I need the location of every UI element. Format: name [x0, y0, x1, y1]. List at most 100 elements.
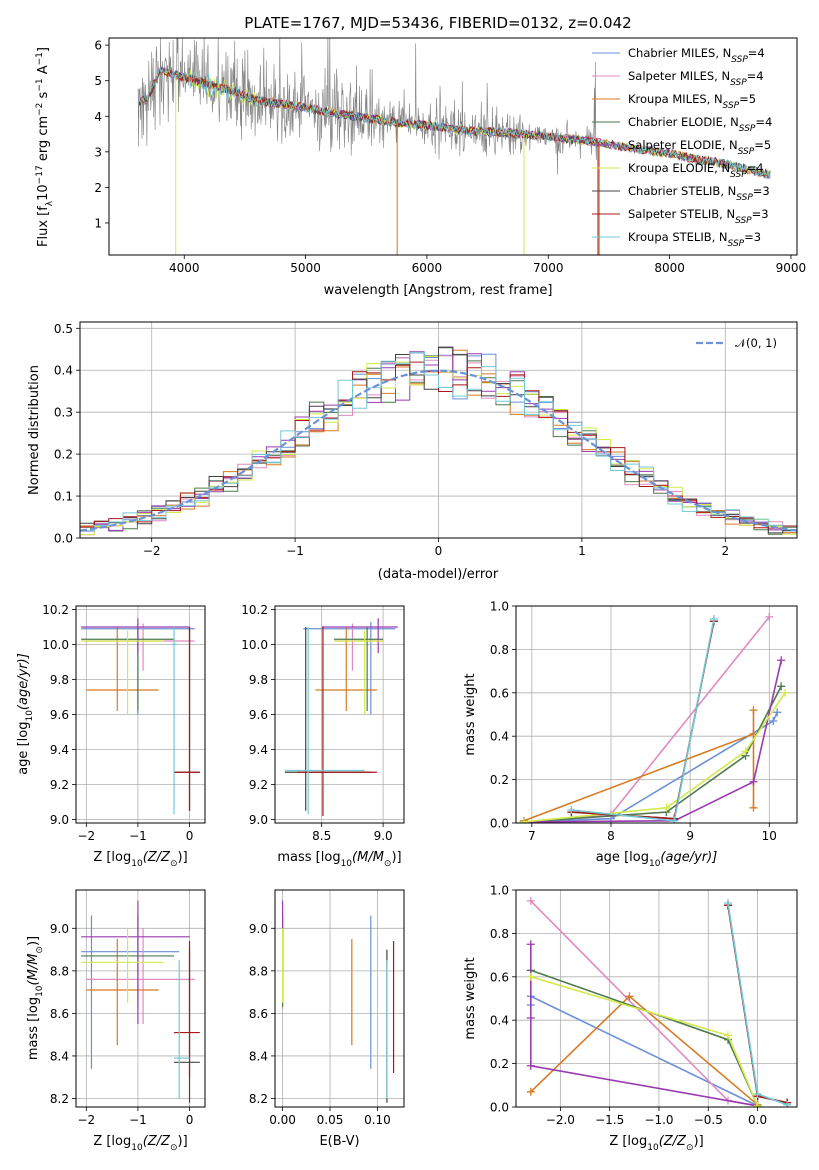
errorbar-kroupa-miles: [86, 938, 159, 1046]
subscript: SSP: [730, 170, 747, 180]
observed-spectrum-line: [137, 38, 598, 175]
massweight_vs_Z-axes: −2.0 −1.5 −1.0 −0.5 0.0 0.0 0.2 0.4 0.6 0.8 1.0 Z […: [463, 884, 798, 1153]
y-tick-label: 0.8: [490, 927, 509, 941]
errorbar-chabrier-stelib: [174, 949, 200, 1103]
y-tick-label: 9.4: [249, 743, 268, 757]
label-part: Z [log: [609, 1134, 647, 1149]
y-tick-label: 0.3: [54, 406, 73, 420]
series-marker: [741, 747, 750, 756]
y-tick-label: 9.2: [249, 778, 268, 792]
age_vs_Z-plot: [76, 606, 205, 823]
subscript: SSP: [723, 101, 740, 111]
massweight_vs_age-plot: [516, 606, 797, 823]
legend-entry-salpeter-elodie: Salpeter ELODIE, NSSP=5: [628, 138, 771, 157]
spectrum-frame: [108, 37, 798, 256]
y-tick-label: 0.6: [490, 686, 509, 700]
x-tick-label: −2: [77, 1113, 95, 1127]
y-tick-label: 9.8: [50, 673, 69, 687]
y-tick-label: 9.0: [249, 922, 268, 936]
series-marker: [777, 682, 786, 691]
superscript: −17: [35, 165, 45, 184]
series-marker: [709, 615, 718, 624]
series-marker: [749, 777, 758, 786]
y-tick-label: 3: [94, 145, 102, 159]
age_vs_Z-x-axis-label: Z [log10(Z/Z⊙)]: [93, 850, 187, 869]
y-tick-label: 0.4: [490, 1014, 509, 1028]
errorbar-salpeter-stelib: [174, 941, 200, 1078]
series-marker: [765, 612, 774, 621]
label-part: Salpeter STELIB, N: [628, 207, 735, 221]
model-spectrum-kroupa-stelib: [138, 66, 771, 179]
label-part: )]: [178, 1134, 188, 1149]
x-tick-label: 7: [528, 829, 536, 843]
y-tick-label: 8.4: [249, 1049, 268, 1063]
x-tick-label: 0.05: [317, 1113, 344, 1127]
age_vs_mass-axes: 8.5 9.0 9.0 9.2 9.4 9.6 9.8 10.0 10.2 mass [log10…: [241, 603, 405, 869]
y-tick-label: 8.6: [249, 1007, 268, 1021]
label-part: =4: [755, 115, 772, 129]
series-marker: [567, 805, 576, 814]
series-salpeter-elodie: [526, 940, 762, 1107]
y-tick-label: 4: [94, 110, 102, 124]
label-part: )]: [391, 850, 401, 865]
x-tick-label: 0: [186, 1113, 194, 1127]
label-part: Kroupa ELODIE, N: [628, 161, 730, 175]
label-part: Chabrier MILES, N: [628, 46, 731, 60]
spectrum-axes: 4000 5000 6000 7000 8000 9000 1 2 3 4 5 6 PLATE=1767…: [35, 14, 806, 298]
massweight_vs_Z-x-axis-label: Z [log10(Z/Z⊙)]: [609, 1134, 703, 1153]
massweight_vs_age-y-axis-label: mass weight: [463, 673, 478, 755]
x-tick-label: 9: [686, 829, 694, 843]
label-part: (age/yr)]: [16, 653, 31, 710]
series-kroupa-stelib: [723, 899, 792, 1107]
errorbar-chabrier-miles: [303, 621, 396, 715]
x-tick-label: −1: [129, 829, 147, 843]
spectrum-plot: [137, 38, 771, 255]
x-tick-label: −1.0: [644, 1113, 673, 1127]
subscript: SSP: [731, 55, 748, 65]
y-tick-label: 9.6: [249, 708, 268, 722]
label-part: erg cm: [36, 116, 51, 165]
mass_vs_Z-x-axis-label: Z [log10(Z/Z⊙)]: [93, 1134, 187, 1153]
label-part: Z [log: [93, 850, 131, 865]
x-tick-label: −1: [129, 1113, 147, 1127]
label-part: (M/M: [352, 850, 384, 865]
errorbar-kroupa-stelib: [174, 960, 190, 1099]
age_vs_Z-y-axis-label: age [log10(age/yr)]: [16, 653, 35, 775]
spectrum-title: PLATE=1767, MJD=53436, FIBERID=0132, z=0…: [244, 14, 631, 32]
x-tick-label: −2: [77, 829, 95, 843]
errorbar-salpeter-miles: [86, 623, 195, 671]
subscript: λ: [45, 200, 55, 206]
x-tick-label: 10: [762, 829, 777, 843]
x-tick-label: 1: [578, 544, 586, 558]
series-kroupa-elodie: [526, 972, 762, 1107]
y-tick-label: 8.2: [249, 1092, 268, 1106]
massweight_vs_Z-frame: [515, 889, 798, 1108]
errorbar-salpeter-miles: [86, 928, 195, 1025]
y-tick-label: 0.0: [490, 817, 509, 831]
errorbar-kroupa-elodie: [81, 928, 164, 1003]
series-marker: [526, 896, 535, 905]
y-tick-label: 9.8: [249, 673, 268, 687]
subscript: SSP: [728, 239, 745, 249]
series-marker: [519, 817, 528, 823]
series-marker: [526, 1087, 535, 1096]
series-marker: [526, 972, 535, 981]
label-part: )]: [26, 936, 41, 946]
errorbar-salpeter-stelib: [174, 627, 200, 811]
mass_vs_Z-y-axis-label: mass [log10(M/M⊙)]: [26, 936, 45, 1060]
label-part: age [log: [16, 722, 31, 775]
series-marker: [781, 688, 790, 697]
mass_vs_ebv-axes: 0.00 0.05 0.10 8.2 8.4 8.6 8.8 9.0 E(B-V): [249, 889, 405, 1149]
x-tick-label: 6000: [412, 261, 443, 275]
mass_vs_ebv-plot: [275, 890, 404, 1107]
y-tick-label: 0.0: [54, 532, 73, 546]
y-tick-label: 8.4: [50, 1049, 69, 1063]
errorbar-salpeter-stelib: [297, 627, 377, 816]
x-tick-label: 5000: [290, 261, 321, 275]
label-part: age [log: [596, 850, 649, 865]
y-tick-label: 0.0: [490, 1101, 509, 1115]
mass_vs_ebv-frame: [274, 889, 405, 1108]
errorbar-chabrier-stelib: [174, 627, 200, 811]
